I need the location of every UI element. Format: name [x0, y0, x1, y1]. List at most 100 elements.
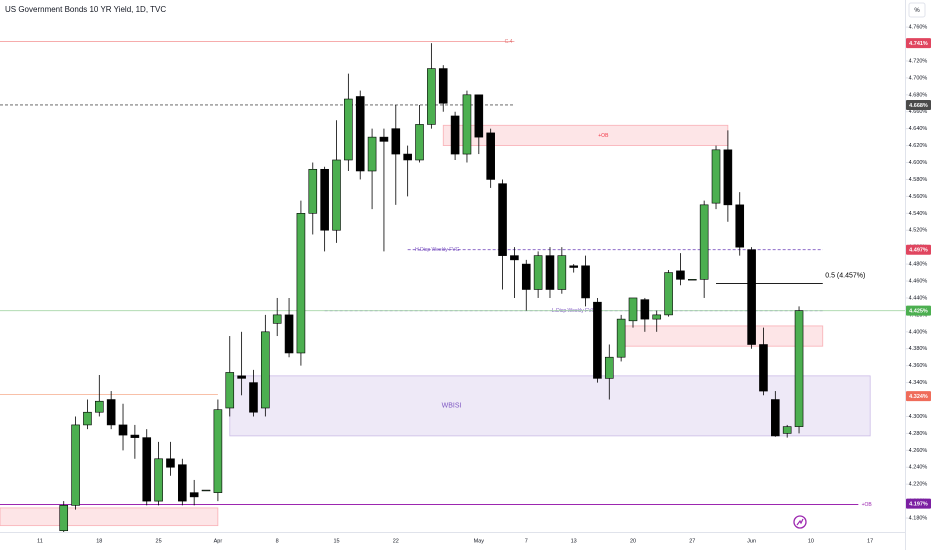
candle-body — [699, 204, 709, 280]
x-tick-label: 27 — [689, 538, 695, 544]
y-tick-label: 4.640% — [909, 126, 928, 132]
zone-label: +OB — [598, 133, 609, 139]
candle-body — [403, 153, 412, 161]
candle-body — [166, 458, 175, 468]
candle-body — [355, 96, 365, 172]
x-tick-label: 25 — [156, 538, 162, 544]
y-tick-label: 4.600% — [909, 160, 928, 166]
price-badge — [906, 391, 931, 402]
price-badge — [906, 99, 931, 110]
logo — [793, 515, 807, 529]
candle-body — [249, 382, 258, 413]
candle-body — [557, 255, 567, 290]
zone — [620, 325, 824, 347]
scale-button-label[interactable]: % — [914, 8, 920, 14]
candle-body — [178, 464, 187, 502]
x-tick-label: 15 — [333, 538, 339, 544]
candle-body — [771, 399, 780, 437]
x-tick-label: May — [474, 538, 485, 544]
candle-body — [296, 213, 306, 354]
y-tick-label: 4.660% — [909, 109, 928, 115]
y-tick-label: 4.220% — [909, 482, 928, 488]
candle-body — [510, 255, 519, 261]
y-tick-label: 4.280% — [909, 431, 928, 437]
candle-body — [344, 98, 353, 161]
candle-body — [462, 94, 472, 155]
y-tick-label: 4.440% — [909, 295, 928, 301]
candle-body — [450, 115, 460, 155]
level-line-label: C.4 — [505, 39, 513, 45]
candle-body — [237, 375, 246, 379]
candle-body — [498, 183, 507, 256]
x-tick-label: 8 — [276, 538, 279, 544]
candle-body — [71, 424, 80, 506]
candle-body — [723, 149, 733, 206]
candle-body — [593, 301, 602, 379]
price-badge — [906, 498, 931, 509]
zone — [442, 124, 729, 146]
y-tick-label: 4.760% — [909, 25, 928, 31]
candle-body — [106, 399, 116, 426]
candle-body — [83, 411, 92, 426]
candle-body — [261, 331, 270, 409]
candle-body — [533, 255, 543, 290]
x-tick-label: 10 — [808, 538, 814, 544]
candle-body — [640, 299, 650, 320]
x-tick-label: 11 — [37, 538, 43, 544]
candle-body — [628, 297, 638, 322]
x-tick-label: 20 — [630, 538, 636, 544]
scale-button[interactable] — [908, 2, 926, 18]
level-line-label: H.Disp Weekly FVG — [415, 247, 459, 253]
y-tick-label: 4.700% — [909, 75, 928, 81]
candle-body — [272, 314, 282, 324]
candle-body — [59, 505, 69, 532]
candle-body — [521, 263, 531, 290]
candle-body — [284, 314, 294, 354]
y-tick-label: 4.300% — [909, 414, 928, 420]
x-tick-label: 18 — [96, 538, 102, 544]
candle-body — [415, 124, 424, 161]
candle-body — [142, 437, 152, 502]
candle-body — [711, 149, 721, 204]
price-badge-label: 4.324% — [909, 394, 928, 400]
x-tick-label: 17 — [867, 538, 873, 544]
y-tick-label: 4.380% — [909, 346, 928, 352]
candle-body — [320, 168, 329, 231]
candle-body — [95, 400, 104, 413]
chart-title: US Government Bonds 10 YR Yield, 1D, TVC — [5, 5, 166, 14]
candle-body — [604, 356, 614, 379]
level-line-label: 0.5 (4.457%) — [825, 272, 865, 279]
y-tick-label: 4.260% — [909, 448, 928, 454]
candle-body — [154, 458, 163, 502]
y-tick-label: 4.620% — [909, 143, 928, 149]
candle-body — [367, 136, 377, 172]
y-tick-label: 4.580% — [909, 177, 928, 183]
candle-body — [664, 272, 673, 316]
y-tick-label: 4.360% — [909, 363, 928, 369]
candle-body — [474, 94, 484, 138]
y-tick-label: 4.460% — [909, 278, 928, 284]
x-tick-label: Jun — [747, 538, 756, 544]
zone — [0, 507, 219, 527]
y-tick-label: 4.540% — [909, 211, 928, 217]
y-tick-label: 4.560% — [909, 194, 928, 200]
price-badge — [906, 305, 931, 316]
y-tick-label: 4.180% — [909, 515, 928, 521]
x-tick-label: 13 — [571, 538, 577, 544]
candle-body — [486, 132, 495, 180]
y-tick-label: 4.340% — [909, 380, 928, 386]
candle-body — [569, 265, 579, 268]
y-tick-label: 4.400% — [909, 329, 928, 335]
logo-circle — [793, 515, 807, 529]
candle-body — [213, 409, 223, 493]
y-tick-label: 4.240% — [909, 465, 928, 471]
x-tick-label: 22 — [393, 538, 399, 544]
candle-body — [308, 168, 318, 214]
candle-body — [687, 279, 697, 281]
candle-body — [759, 344, 768, 392]
zone — [229, 375, 871, 437]
